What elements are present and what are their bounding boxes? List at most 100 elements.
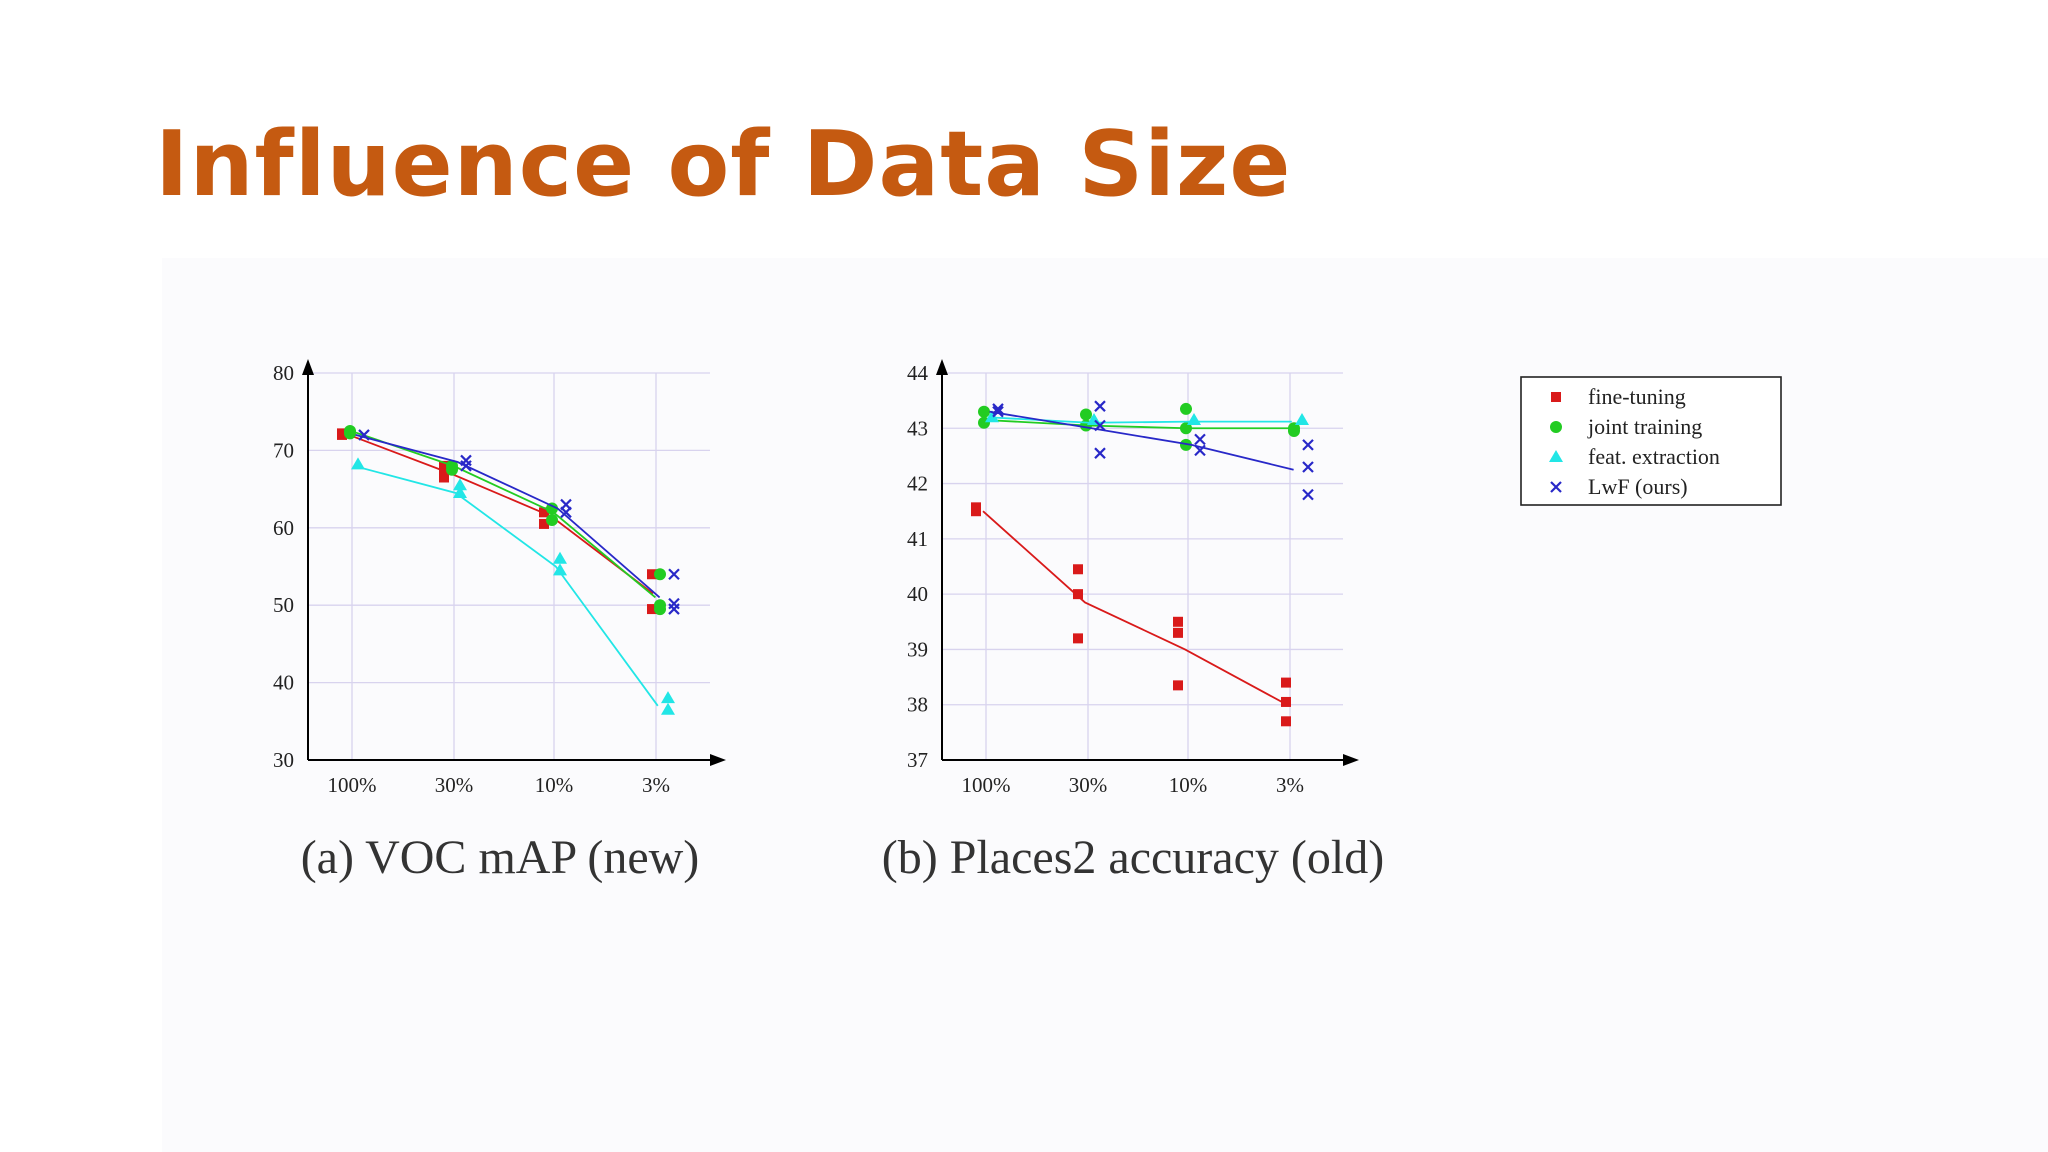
data-point: [654, 599, 666, 612]
legend-label: fine-tuning: [1588, 384, 1686, 409]
y-tick-label: 40: [907, 582, 928, 606]
data-point: [539, 518, 549, 529]
data-point: [1302, 461, 1314, 473]
data-point: [1187, 412, 1201, 425]
x-axis-arrow: [710, 754, 726, 766]
x-tick-label: 3%: [1276, 773, 1304, 797]
y-tick-label: 44: [907, 361, 929, 385]
legend-marker: [1550, 421, 1562, 433]
data-point: [1180, 438, 1192, 451]
x-axis-arrow: [1343, 754, 1359, 766]
chart-b: 37 38 39 40 41 42 43 44 100% 30% 10% 3% (b) Places2 …: [882, 359, 1384, 884]
y-tick-label: 80: [273, 361, 294, 385]
data-point: [546, 502, 558, 515]
data-point: [1073, 589, 1083, 600]
data-point: [1173, 680, 1183, 691]
y-tick-label: 50: [273, 593, 294, 617]
data-point: [1180, 402, 1192, 415]
y-tick-label: 38: [907, 693, 928, 717]
data-point: [647, 569, 657, 580]
data-point: [1281, 716, 1291, 727]
x-tick-label: 10%: [535, 773, 574, 797]
data-point: [661, 702, 675, 715]
data-point: [1094, 400, 1106, 412]
legend-label: joint training: [1587, 414, 1702, 439]
data-point: [358, 429, 370, 441]
data-point: [654, 568, 666, 581]
data-point: [1194, 444, 1206, 457]
series-line: [353, 465, 659, 707]
series-line: [982, 510, 1288, 706]
data-point: [992, 403, 1004, 415]
data-point: [1302, 488, 1314, 501]
chart-caption: (a) VOC mAP (new): [301, 831, 700, 884]
data-point: [446, 459, 458, 472]
data-point: [460, 454, 472, 467]
x-tick-label: 3%: [642, 773, 670, 797]
y-tick-label: 42: [907, 472, 928, 496]
data-point: [1073, 564, 1083, 575]
data-point: [985, 410, 999, 423]
data-point: [668, 597, 680, 610]
legend-label: LwF (ours): [1588, 474, 1688, 499]
data-point: [553, 551, 567, 564]
data-point: [546, 514, 558, 527]
data-point: [539, 507, 549, 518]
data-point: [978, 405, 990, 418]
y-tick-label: 70: [273, 438, 294, 462]
x-tick-label: 10%: [1169, 773, 1208, 797]
data-point: [560, 498, 572, 511]
data-point: [439, 460, 449, 471]
data-point: [992, 405, 1004, 418]
chart-a: 30 40 50 60 70 80 100% 30% 10% 3% (a) VOC mAP (new…: [273, 359, 726, 884]
y-tick-label: 37: [907, 748, 928, 772]
x-tick-label: 30%: [435, 773, 474, 797]
data-point: [668, 568, 680, 581]
series-line: [351, 430, 656, 599]
chart-caption: (b) Places2 accuracy (old): [882, 831, 1384, 884]
data-point: [1173, 616, 1183, 627]
y-axis-arrow: [302, 359, 314, 375]
legend-label: feat. extraction: [1588, 444, 1720, 469]
data-point: [1288, 425, 1300, 438]
data-point: [1180, 422, 1192, 435]
data-point: [1094, 419, 1106, 432]
y-tick-label: 30: [273, 748, 294, 772]
series-line: [985, 419, 1290, 430]
data-point: [1173, 627, 1183, 638]
data-point: [337, 428, 347, 439]
data-point: [1073, 633, 1083, 644]
data-point: [453, 478, 467, 491]
data-point: [1094, 447, 1106, 459]
data-point: [1295, 412, 1309, 425]
x-tick-label: 30%: [1069, 773, 1108, 797]
series-line: [355, 434, 661, 599]
x-tick-label: 100%: [962, 773, 1011, 797]
data-point: [1281, 696, 1291, 707]
data-point: [439, 472, 449, 483]
data-point: [971, 502, 981, 513]
y-tick-label: 39: [907, 637, 928, 661]
data-point: [344, 427, 356, 440]
data-point: [1281, 677, 1291, 688]
y-tick-label: 41: [907, 527, 928, 551]
x-tick-label: 100%: [328, 773, 377, 797]
data-point: [453, 485, 467, 498]
y-tick-label: 43: [907, 416, 928, 440]
y-axis-arrow: [936, 359, 948, 375]
legend: fine-tuning joint training feat. extractio…: [1520, 376, 1782, 506]
y-tick-label: 40: [273, 671, 294, 695]
y-tick-label: 60: [273, 516, 294, 540]
legend-marker: [1551, 392, 1561, 402]
legend-box: [1520, 376, 1782, 506]
slide-title: Influence of Data Size: [155, 112, 1292, 217]
series-line: [989, 410, 1294, 471]
data-point: [1080, 408, 1092, 421]
data-point: [647, 604, 657, 615]
data-point: [460, 460, 472, 472]
data-point: [1194, 433, 1206, 446]
legend-marker: [1550, 481, 1562, 493]
data-point: [553, 563, 567, 576]
legend-marker: [1549, 450, 1563, 462]
